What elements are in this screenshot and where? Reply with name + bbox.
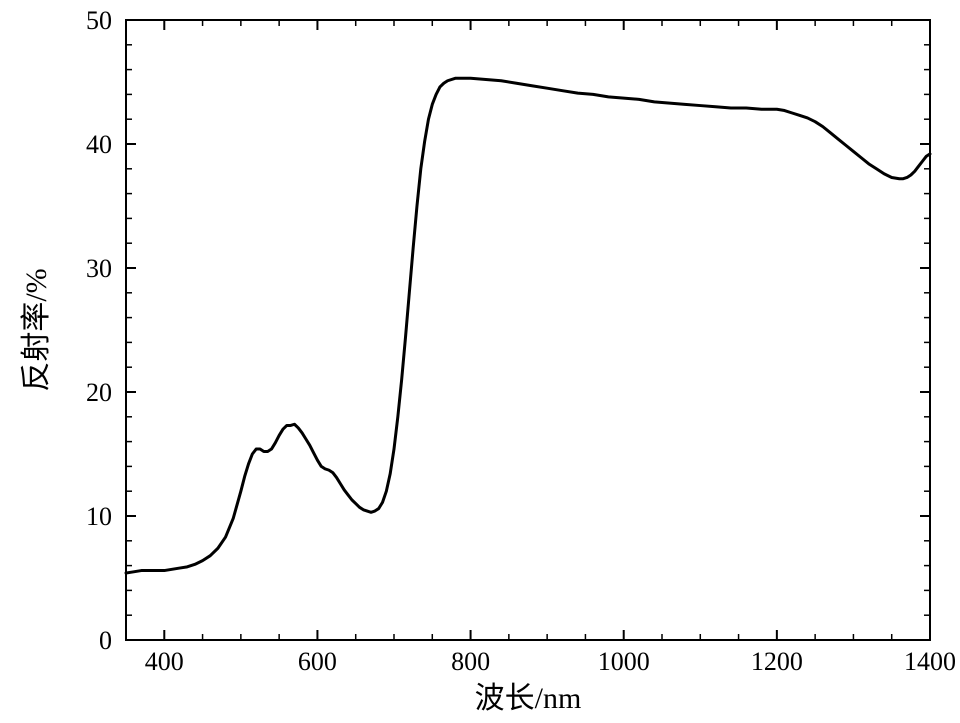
svg-text:1400: 1400 [904,647,956,676]
y-axis-label: 反射率/% [20,268,53,391]
x-axis-label: 波长/nm [475,682,582,715]
svg-text:1200: 1200 [751,647,803,676]
svg-text:0: 0 [99,626,112,655]
svg-text:800: 800 [451,647,490,676]
svg-text:50: 50 [86,6,112,35]
svg-text:1000: 1000 [598,647,650,676]
reflectance-chart: 400 600 800 1000 1200 1400 0 10 20 30 40 50 波长/nm 反射率… [0,0,960,723]
svg-text:20: 20 [86,378,112,407]
svg-text:10: 10 [86,502,112,531]
svg-text:600: 600 [298,647,337,676]
svg-text:400: 400 [145,647,184,676]
chart-svg: 400 600 800 1000 1200 1400 0 10 20 30 40 50 波长/nm 反射率… [0,0,960,723]
svg-text:30: 30 [86,254,112,283]
svg-text:40: 40 [86,130,112,159]
reflectance-curve [126,78,930,573]
